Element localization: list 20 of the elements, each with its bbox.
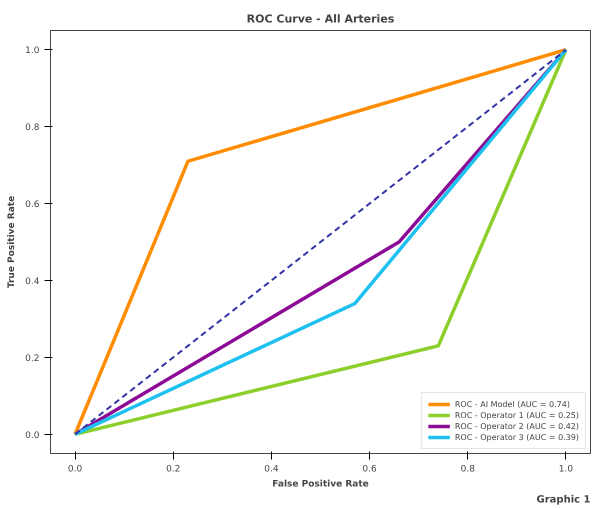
legend-label: ROC - Operator 2 (AUC = 0.42) <box>454 421 579 431</box>
y-tick-label: 0.6 <box>25 200 40 210</box>
chart-title: ROC Curve - All Arteries <box>246 12 395 26</box>
y-tick-label: 1.0 <box>25 46 40 56</box>
y-tick-label: 0.8 <box>25 123 40 134</box>
legend-label: ROC - AI Model (AUC = 0.74) <box>454 399 570 409</box>
x-tick-label: 0.8 <box>460 464 476 474</box>
y-tick-label: 0.2 <box>25 354 40 364</box>
x-tick-label: 0.4 <box>264 464 279 474</box>
text: Graphic 1 <box>536 494 591 506</box>
x-tick-label: 0.2 <box>166 464 180 474</box>
y-tick-label: 0.0 <box>25 430 40 441</box>
x-tick-label: 1.0 <box>558 464 574 474</box>
x-axis-title: False Positive Rate <box>272 480 369 490</box>
x-tick-label: 0.0 <box>68 464 82 474</box>
y-tick-label: 0.4 <box>25 276 40 287</box>
legend-label: ROC - Operator 1 (AUC = 0.25) <box>454 410 579 420</box>
legend-label: ROC - Operator 3 (AUC = 0.39) <box>454 432 579 442</box>
x-tick-label: 0.6 <box>362 464 378 474</box>
y-axis-title: True Positive Rate <box>7 196 18 288</box>
